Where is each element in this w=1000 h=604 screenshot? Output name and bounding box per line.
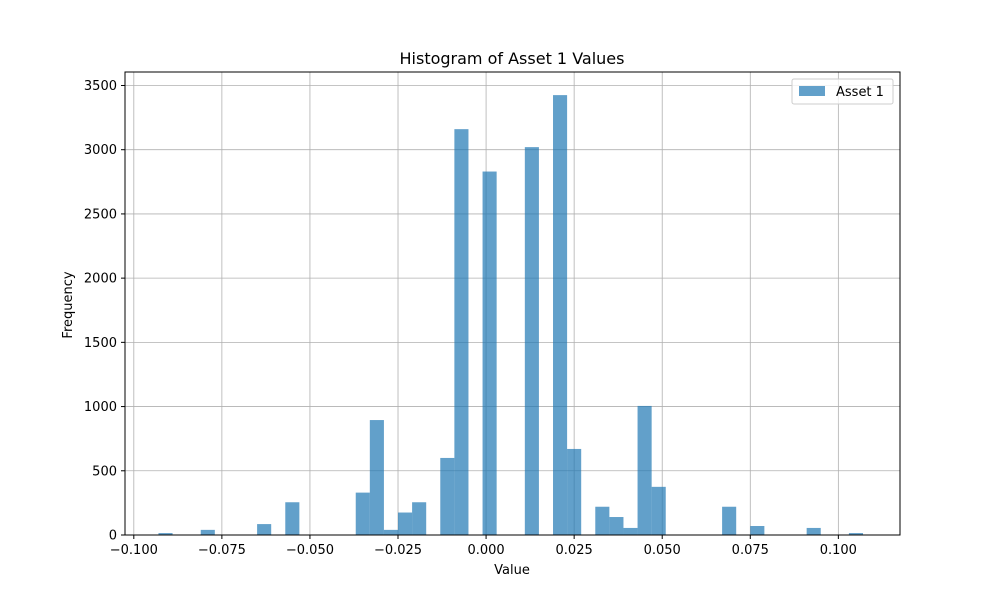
legend-label: Asset 1: [836, 85, 884, 100]
histogram-bar: [369, 420, 384, 535]
histogram-bar: [454, 129, 469, 535]
histogram-bar: [158, 533, 173, 535]
plot-frame: [124, 71, 901, 536]
histogram-bar: [848, 533, 864, 535]
bars-layer: [158, 95, 864, 535]
y-tick-label: 1500: [84, 336, 117, 351]
x-tick-label: 0.025: [556, 543, 593, 558]
legend-box: [791, 78, 894, 105]
y-tick-label: 500: [92, 464, 117, 479]
histogram-bar: [383, 529, 399, 535]
x-tick-label: 0.000: [467, 543, 504, 558]
histogram-bar: [482, 171, 497, 535]
y-tick-label: 2000: [84, 272, 117, 287]
axes-layer: −0.100 −0.075 −0.050 −0.025 0.000 0.025 0.050 0…: [84, 71, 901, 558]
x-tick-label: −0.050: [286, 543, 334, 558]
histogram-bar: [200, 529, 215, 535]
x-tick-label: −0.100: [110, 543, 158, 558]
y-tick-label: 1000: [84, 400, 117, 415]
chart-title: Histogram of Asset 1 Values: [400, 49, 625, 68]
histogram-bar: [412, 502, 427, 535]
histogram-bar: [553, 95, 568, 535]
x-tick-label: −0.025: [374, 543, 422, 558]
histogram-bar: [285, 502, 300, 535]
histogram-bar: [524, 147, 539, 535]
x-tick-label: 0.075: [732, 543, 769, 558]
y-tick-label: 2500: [84, 207, 117, 222]
histogram-bar: [440, 457, 455, 535]
histogram-bar: [651, 486, 666, 535]
histogram-bar: [750, 526, 765, 535]
y-tick-label: 0: [109, 529, 117, 544]
y-tick-label: 3000: [84, 143, 117, 158]
histogram-bar: [623, 527, 638, 535]
x-tick-label: 0.100: [820, 543, 857, 558]
histogram-bar: [398, 512, 413, 535]
histogram-bar: [806, 527, 821, 535]
x-tick-label: −0.075: [198, 543, 246, 558]
histogram-bar: [595, 506, 610, 535]
x-tick-label: 0.050: [644, 543, 681, 558]
histogram-bar: [355, 492, 370, 535]
legend-swatch: [799, 86, 825, 96]
y-tick-label: 3500: [84, 79, 117, 94]
histogram-bar: [257, 524, 272, 535]
grid-layer: [125, 72, 900, 536]
histogram-bar: [637, 405, 652, 535]
legend: Asset 1: [791, 78, 894, 105]
x-axis-label: Value: [494, 563, 530, 578]
y-axis-label: Frequency: [61, 271, 76, 338]
histogram-bar: [722, 506, 737, 535]
histogram-bar: [567, 448, 582, 535]
histogram-bar: [609, 517, 624, 535]
